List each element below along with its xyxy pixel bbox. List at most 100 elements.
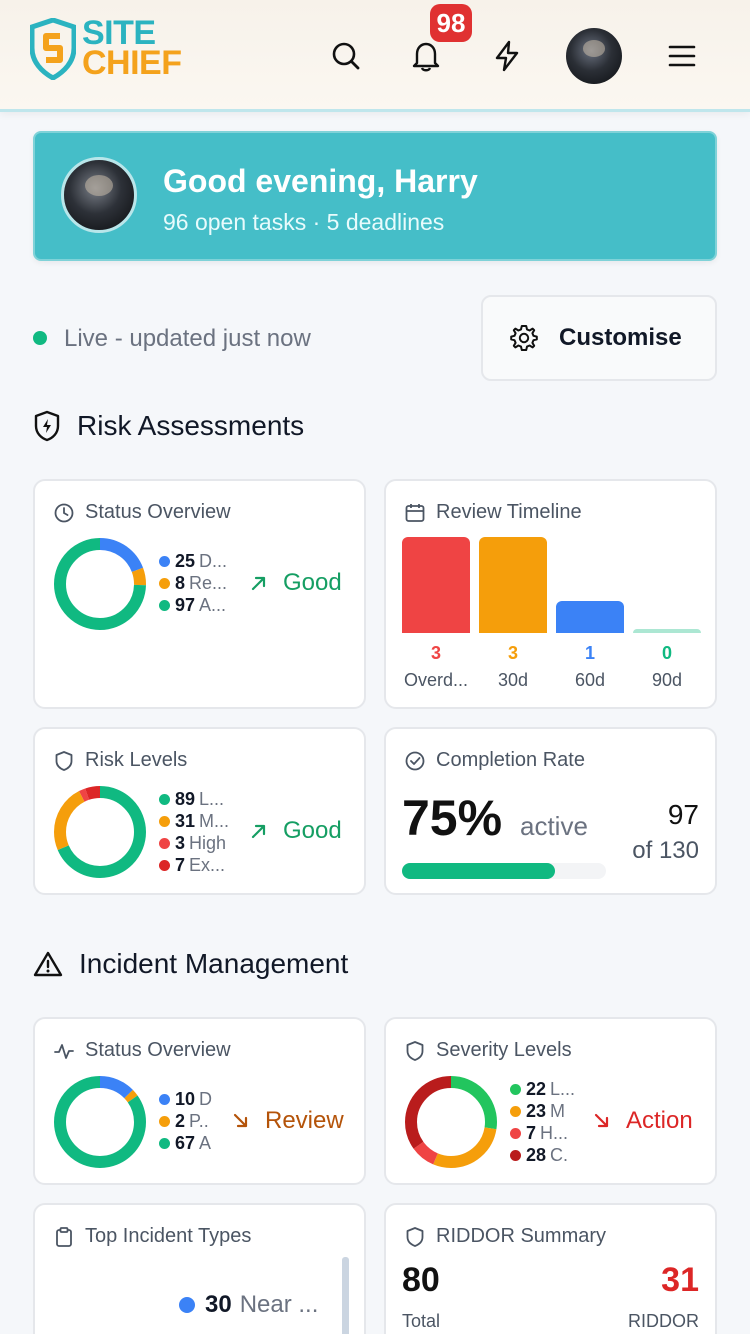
gear-icon bbox=[510, 325, 538, 351]
customise-label: Customise bbox=[559, 324, 682, 351]
risk-status-overview-card[interactable]: Status Overview 25 D... 8 Re... 97 A... Goo… bbox=[33, 479, 366, 709]
card-title: RIDDOR Summary bbox=[436, 1225, 607, 1247]
timeline-bar-1 bbox=[479, 537, 547, 633]
live-status-text: Live - updated just now bbox=[64, 325, 311, 352]
risk-levels-donut bbox=[54, 786, 146, 878]
timeline-bar-label: 90d bbox=[651, 670, 683, 690]
legend-item: 3 High bbox=[159, 832, 229, 854]
legend-item: 7 Ex... bbox=[159, 854, 229, 876]
legend-item: 10 D bbox=[159, 1088, 212, 1110]
legend-item: 8 Re... bbox=[159, 572, 227, 594]
review-timeline-card[interactable]: Review Timeline 3 Overd... 3 30d 1 60d 0 90d bbox=[384, 479, 717, 709]
completion-active-label: active bbox=[520, 811, 588, 841]
greeting-subtitle: 96 open tasks · 5 deadlines bbox=[163, 209, 445, 235]
scrollbar[interactable] bbox=[342, 1257, 349, 1334]
warning-triangle-icon bbox=[33, 951, 63, 977]
trend-down-icon bbox=[594, 1113, 609, 1128]
shield-icon bbox=[406, 1226, 424, 1247]
logo-line-1: SITE bbox=[82, 14, 156, 52]
shield-icon bbox=[406, 1040, 424, 1061]
legend-item: 89 L... bbox=[159, 788, 229, 810]
risk-status-legend: 25 D... 8 Re... 97 A... bbox=[159, 550, 227, 616]
shield-bolt-icon bbox=[34, 410, 60, 442]
donut-segment-1 bbox=[405, 1076, 497, 1168]
severity-levels-legend: 22 L... 23 M 7 H... 28 C. bbox=[510, 1078, 575, 1166]
riddor-summary-card[interactable]: RIDDOR Summary 80 Total 31 RIDDOR bbox=[384, 1203, 717, 1334]
trend-down-icon bbox=[233, 1113, 248, 1128]
top-incident-types-card[interactable]: Top Incident Types 30 Near ... bbox=[33, 1203, 366, 1334]
card-title: Completion Rate bbox=[436, 749, 585, 771]
lightning-icon[interactable] bbox=[487, 36, 527, 76]
app-header: SITE CHIEF 98 bbox=[0, 0, 750, 112]
legend-item: 22 L... bbox=[510, 1078, 575, 1100]
completion-count: 97 bbox=[667, 799, 699, 830]
check-circle-icon bbox=[405, 751, 425, 770]
user-avatar[interactable] bbox=[566, 28, 622, 84]
calendar-icon bbox=[405, 503, 425, 522]
legend-item: 23 M bbox=[510, 1100, 575, 1122]
timeline-bar-value: 1 bbox=[584, 643, 595, 663]
customise-button[interactable]: Customise bbox=[481, 295, 717, 381]
logo-line-2: CHIEF bbox=[82, 44, 182, 82]
timeline-bar-value: 0 bbox=[661, 643, 672, 663]
legend-item: 67 A bbox=[159, 1132, 212, 1154]
completion-percent: 75% bbox=[402, 790, 503, 846]
risk-levels-legend: 89 L... 31 M... 3 High 7 Ex... bbox=[159, 788, 229, 876]
legend-item: 31 M... bbox=[159, 810, 229, 832]
donut-segment-2 bbox=[54, 1076, 146, 1168]
card-title: Review Timeline bbox=[436, 501, 582, 523]
risk-levels-card[interactable]: Risk Levels 89 L... 31 M... 3 High 7 Ex... G… bbox=[33, 727, 366, 895]
greeting-title: Good evening, Harry bbox=[163, 163, 478, 199]
risk-status-donut bbox=[54, 538, 146, 630]
timeline-bar-label: Overd... bbox=[403, 670, 469, 690]
timeline-bar-0 bbox=[402, 537, 470, 633]
incident-management-title: Incident Management bbox=[79, 948, 349, 979]
incident-status-legend: 10 D 2 P.. 67 A bbox=[159, 1088, 212, 1154]
clock-icon bbox=[54, 503, 74, 522]
donut-segment-3 bbox=[54, 786, 146, 878]
legend-item: 25 D... bbox=[159, 550, 227, 572]
timeline-bar-2 bbox=[556, 601, 624, 633]
trend-up-icon bbox=[251, 576, 266, 591]
greeting-banner: Good evening, Harry 96 open tasks · 5 de… bbox=[33, 131, 717, 261]
donut-segment-3 bbox=[405, 1076, 497, 1168]
riddor-count-label: RIDDOR bbox=[628, 1311, 699, 1331]
activity-icon bbox=[54, 1043, 74, 1059]
legend-item: 7 H... bbox=[510, 1122, 575, 1144]
severity-levels-card[interactable]: Severity Levels 22 L... 23 M 7 H... 28 C. Ac… bbox=[384, 1017, 717, 1185]
menu-icon[interactable] bbox=[662, 36, 702, 76]
shield-icon bbox=[55, 750, 73, 771]
timeline-bar-3 bbox=[633, 629, 701, 633]
donut-segment-2 bbox=[54, 538, 146, 630]
legend-item: 2 P.. bbox=[159, 1110, 212, 1132]
card-title: Top Incident Types bbox=[85, 1225, 252, 1247]
donut-segment-1 bbox=[54, 538, 146, 630]
timeline-bar-value: 3 bbox=[507, 643, 518, 663]
card-title: Status Overview bbox=[85, 1039, 231, 1061]
site-chief-logo[interactable]: SITE CHIEF bbox=[30, 14, 182, 86]
donut-segment-1 bbox=[54, 786, 146, 878]
risk-status-trend: Good bbox=[249, 569, 342, 597]
completion-progress-fill bbox=[402, 863, 555, 879]
search-icon[interactable] bbox=[326, 36, 366, 76]
timeline-bar-label: 30d bbox=[497, 670, 529, 690]
trend-up-icon bbox=[251, 824, 266, 839]
incident-status-overview-card[interactable]: Status Overview 10 D 2 P.. 67 A Review bbox=[33, 1017, 366, 1185]
bell-icon[interactable] bbox=[406, 36, 446, 76]
completion-rate-card[interactable]: Completion Rate 75% active 97 of 130 bbox=[384, 727, 717, 895]
risk-levels-trend: Good bbox=[249, 817, 342, 845]
riddor-count-value: 31 bbox=[661, 1261, 699, 1299]
card-title: Risk Levels bbox=[85, 749, 188, 771]
legend-item: 97 A... bbox=[159, 594, 227, 616]
riddor-total-value: 80 bbox=[402, 1261, 440, 1299]
card-title: Severity Levels bbox=[436, 1039, 572, 1061]
timeline-bar-label: 60d bbox=[574, 670, 606, 690]
live-status-dot bbox=[33, 331, 47, 345]
clipboard-icon bbox=[56, 1226, 72, 1247]
card-title: Status Overview bbox=[85, 501, 231, 523]
notification-badge[interactable]: 98 bbox=[430, 4, 472, 42]
completion-of-label: of 130 bbox=[632, 837, 699, 864]
riddor-total-label: Total bbox=[402, 1311, 441, 1331]
incident-type-item: 30 Near ... bbox=[179, 1291, 318, 1319]
timeline-bar-value: 3 bbox=[430, 643, 441, 663]
